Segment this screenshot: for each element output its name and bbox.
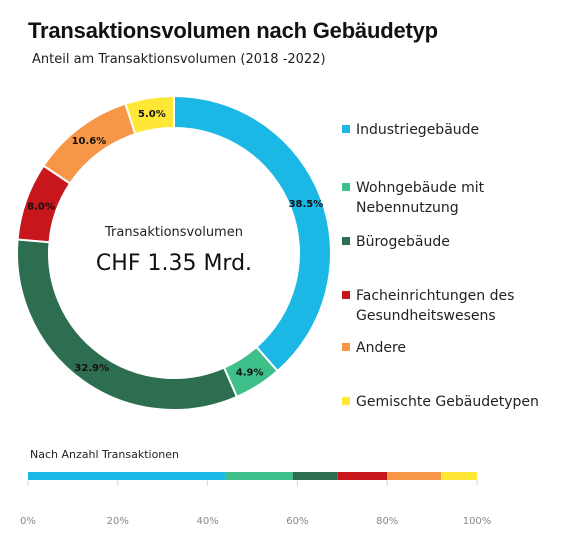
legend-label: Gemischte Gebäudetypen — [356, 394, 539, 410]
chart-subtitle: Anteil am Transaktionsvolumen (2018 -202… — [32, 52, 326, 67]
legend-swatch — [342, 125, 350, 133]
bar-segment — [225, 472, 293, 480]
donut-chart: 38.5% 4.9% 32.9% 8.0% 10.6% 5.0% Transaktionsv… — [16, 94, 332, 411]
legend-swatch — [342, 397, 350, 405]
bar-segment — [28, 472, 226, 480]
bar-tick-label: 40% — [196, 516, 218, 527]
bar-segment — [441, 472, 477, 480]
bar-chart-title: Nach Anzahl Transaktionen — [30, 448, 180, 461]
bar-tick-label: 80% — [376, 516, 398, 527]
legend-item: Andere — [342, 338, 571, 358]
bar-segment — [337, 472, 388, 480]
legend-item: Facheinrichtungen des Gesundheitswesens — [342, 286, 571, 326]
legend-item: Wohngebäude mit Nebennutzung — [342, 178, 571, 218]
slice-data-label: 10.6% — [72, 136, 107, 147]
center-label: Transaktionsvolumen — [104, 225, 243, 240]
chart-title: Transaktionsvolumen nach Gebäudetyp — [28, 18, 438, 43]
slice-data-label: 8.0% — [27, 202, 55, 213]
legend-swatch — [342, 237, 350, 245]
legend-item: Industriegebäude — [342, 120, 571, 140]
center-value: CHF 1.35 Mrd. — [96, 251, 252, 276]
bar-segment — [292, 472, 338, 480]
legend-label: Facheinrichtungen des Gesundheitswesens — [356, 288, 515, 324]
legend-item: Bürogebäude — [342, 232, 571, 252]
legend-label: Wohngebäude mit Nebennutzung — [356, 180, 485, 216]
slice-data-label: 32.9% — [74, 363, 109, 374]
slice-data-label: 4.9% — [236, 368, 264, 379]
legend-label: Andere — [356, 340, 407, 356]
bar-tick-label: 20% — [107, 516, 129, 527]
legend-label: Bürogebäude — [356, 234, 450, 250]
bar-tick-label: 100% — [463, 516, 492, 527]
bar-tick-label: 60% — [286, 516, 308, 527]
legend-swatch — [342, 343, 350, 351]
legend-swatch — [342, 183, 350, 191]
legend-item: Gemischte Gebäudetypen — [342, 392, 571, 412]
slice-data-label: 5.0% — [138, 109, 166, 120]
legend-swatch — [342, 291, 350, 299]
donut-slice — [124, 94, 175, 136]
legend-label: Industriegebäude — [356, 122, 480, 138]
slice-data-label: 38.5% — [289, 199, 324, 210]
bar-segment — [387, 472, 442, 480]
bar-tick-label: 0% — [20, 516, 36, 527]
